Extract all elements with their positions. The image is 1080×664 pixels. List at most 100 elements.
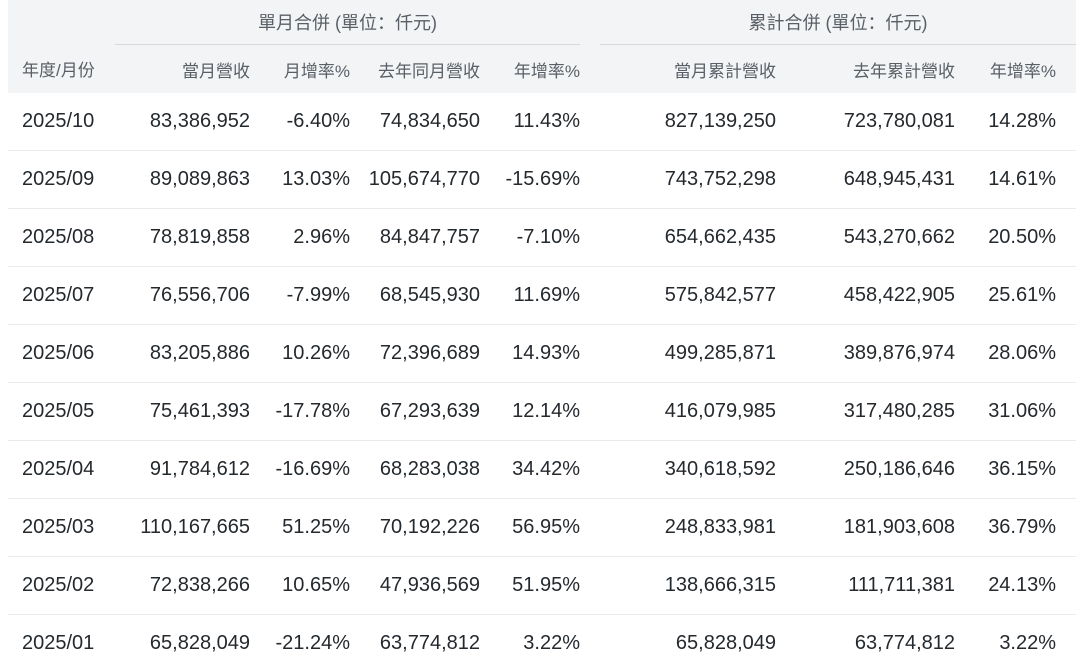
group-gap	[580, 324, 600, 383]
column-header-cumulative-revenue: 當月累計營收	[600, 44, 776, 93]
year-month-cell: 2025/07	[8, 266, 115, 325]
value-cell: -7.10%	[480, 208, 580, 267]
value-cell: 105,674,770	[350, 150, 480, 209]
value-cell: 83,205,886	[115, 324, 250, 383]
value-cell: 13.03%	[250, 150, 350, 209]
table-row: 2025/04 91,784,612 -16.69% 68,283,038 34.42%…	[8, 440, 1077, 499]
value-cell: 654,662,435	[600, 208, 776, 267]
value-cell: 51.95%	[480, 556, 580, 615]
value-cell: 78,819,858	[115, 208, 250, 267]
monthly-revenue-table: 單月合併 (單位：仟元) 累計合併 (單位：仟元) 年度/月份 當月營收 月增率…	[8, 0, 1077, 664]
year-month-cell: 2025/01	[8, 614, 115, 664]
group-header-single-month: 單月合併 (單位：仟元)	[115, 0, 580, 45]
table-row: 2025/02 72,838,266 10.65% 47,936,569 51.95% 1…	[8, 556, 1077, 615]
year-month-cell: 2025/09	[8, 150, 115, 209]
value-cell: 10.26%	[250, 324, 350, 383]
column-header-year-month: 年度/月份	[8, 44, 115, 93]
value-cell: 458,422,905	[776, 266, 955, 325]
column-header-yoy-growth: 年增率%	[480, 44, 580, 93]
group-header-empty-cell	[8, 0, 115, 45]
group-gap	[580, 0, 600, 45]
value-cell: 68,545,930	[350, 266, 480, 325]
value-cell: 67,293,639	[350, 382, 480, 441]
year-month-cell: 2025/02	[8, 556, 115, 615]
table-row: 2025/03 110,167,665 51.25% 70,192,226 56.95%…	[8, 498, 1077, 557]
value-cell: 68,283,038	[350, 440, 480, 499]
value-cell: 83,386,952	[115, 93, 250, 151]
value-cell: 25.61%	[955, 266, 1077, 325]
year-month-cell: 2025/08	[8, 208, 115, 267]
value-cell: 36.15%	[955, 440, 1077, 499]
table-row: 2025/08 78,819,858 2.96% 84,847,757 -7.10% 65…	[8, 208, 1077, 267]
value-cell: 72,838,266	[115, 556, 250, 615]
value-cell: 3.22%	[955, 614, 1077, 664]
value-cell: 28.06%	[955, 324, 1077, 383]
value-cell: 250,186,646	[776, 440, 955, 499]
value-cell: 74,834,650	[350, 93, 480, 151]
value-cell: 65,828,049	[600, 614, 776, 664]
value-cell: 743,752,298	[600, 150, 776, 209]
table-row: 2025/05 75,461,393 -17.78% 67,293,639 12.14%…	[8, 382, 1077, 441]
revenue-data-table: 單月合併 (單位：仟元) 累計合併 (單位：仟元) 年度/月份 當月營收 月增率…	[8, 0, 1077, 664]
group-gap	[580, 382, 600, 441]
value-cell: 827,139,250	[600, 93, 776, 151]
value-cell: 389,876,974	[776, 324, 955, 383]
year-month-cell: 2025/04	[8, 440, 115, 499]
value-cell: 499,285,871	[600, 324, 776, 383]
year-month-cell: 2025/05	[8, 382, 115, 441]
group-gap	[580, 556, 600, 615]
value-cell: 248,833,981	[600, 498, 776, 557]
value-cell: 84,847,757	[350, 208, 480, 267]
value-cell: 63,774,812	[776, 614, 955, 664]
value-cell: 34.42%	[480, 440, 580, 499]
column-header-month-revenue: 當月營收	[115, 44, 250, 93]
group-header-row: 單月合併 (單位：仟元) 累計合併 (單位：仟元)	[8, 0, 1077, 45]
value-cell: 47,936,569	[350, 556, 480, 615]
table-row: 2025/09 89,089,863 13.03% 105,674,770 -15.69…	[8, 150, 1077, 209]
value-cell: 20.50%	[955, 208, 1077, 267]
value-cell: 543,270,662	[776, 208, 955, 267]
value-cell: 723,780,081	[776, 93, 955, 151]
value-cell: 56.95%	[480, 498, 580, 557]
value-cell: 575,842,577	[600, 266, 776, 325]
value-cell: 31.06%	[955, 382, 1077, 441]
value-cell: 36.79%	[955, 498, 1077, 557]
value-cell: 72,396,689	[350, 324, 480, 383]
value-cell: 138,666,315	[600, 556, 776, 615]
value-cell: 11.43%	[480, 93, 580, 151]
value-cell: 340,618,592	[600, 440, 776, 499]
value-cell: -15.69%	[480, 150, 580, 209]
value-cell: 51.25%	[250, 498, 350, 557]
value-cell: 12.14%	[480, 382, 580, 441]
value-cell: 91,784,612	[115, 440, 250, 499]
group-gap	[580, 498, 600, 557]
table-row: 2025/01 65,828,049 -21.24% 63,774,812 3.22% 6…	[8, 614, 1077, 664]
table-row: 2025/10 83,386,952 -6.40% 74,834,650 11.43% 8…	[8, 93, 1077, 151]
table-row: 2025/07 76,556,706 -7.99% 68,545,930 11.69% 5…	[8, 266, 1077, 325]
value-cell: 110,167,665	[115, 498, 250, 557]
value-cell: -6.40%	[250, 93, 350, 151]
group-gap	[580, 440, 600, 499]
value-cell: 416,079,985	[600, 382, 776, 441]
value-cell: 63,774,812	[350, 614, 480, 664]
value-cell: 111,711,381	[776, 556, 955, 615]
value-cell: 317,480,285	[776, 382, 955, 441]
group-gap	[580, 93, 600, 151]
group-gap	[580, 44, 600, 93]
group-gap	[580, 208, 600, 267]
value-cell: 14.93%	[480, 324, 580, 383]
value-cell: 11.69%	[480, 266, 580, 325]
column-header-last-year-month-revenue: 去年同月營收	[350, 44, 480, 93]
column-header-mom-growth: 月增率%	[250, 44, 350, 93]
value-cell: 10.65%	[250, 556, 350, 615]
group-header-cumulative: 累計合併 (單位：仟元)	[600, 0, 1077, 45]
group-gap	[580, 614, 600, 664]
value-cell: 14.28%	[955, 93, 1077, 151]
group-gap	[580, 266, 600, 325]
value-cell: -16.69%	[250, 440, 350, 499]
value-cell: 75,461,393	[115, 382, 250, 441]
year-month-cell: 2025/03	[8, 498, 115, 557]
value-cell: 70,192,226	[350, 498, 480, 557]
value-cell: -7.99%	[250, 266, 350, 325]
value-cell: 14.61%	[955, 150, 1077, 209]
